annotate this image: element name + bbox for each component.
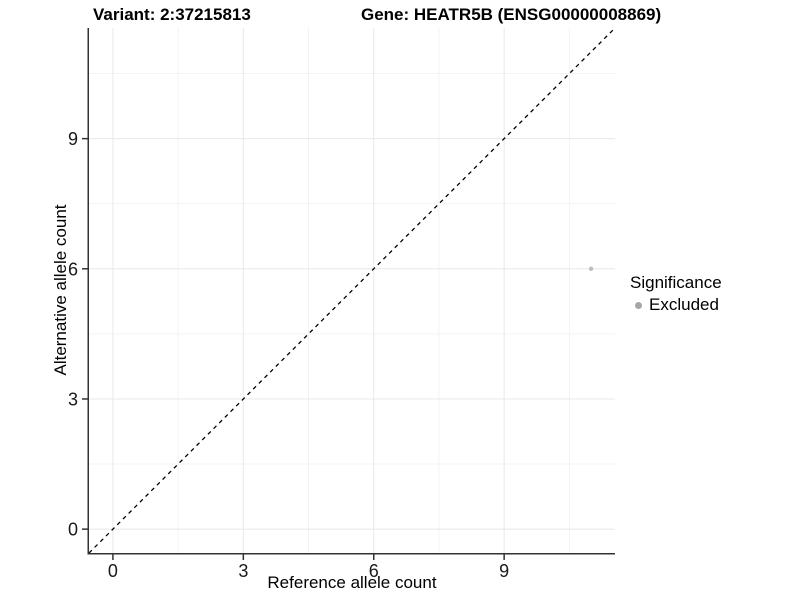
- legend-title: Significance: [630, 273, 722, 292]
- legend-item-excluded: Excluded: [630, 295, 722, 315]
- legend: Significance Excluded: [630, 273, 722, 315]
- x-tick-label: 6: [369, 561, 379, 581]
- legend-item-label: Excluded: [649, 295, 719, 314]
- y-tick-label: 9: [68, 129, 78, 149]
- y-axis-title: Alternative allele count: [51, 204, 70, 376]
- x-tick-label: 0: [108, 561, 118, 581]
- x-tick-label: 3: [238, 561, 248, 581]
- variant-title: Variant: 2:37215813: [93, 5, 251, 24]
- data-point: [588, 266, 594, 272]
- y-tick-label: 6: [68, 259, 78, 279]
- identity-reference-line: [88, 27, 616, 554]
- excluded-point-icon: [635, 301, 642, 309]
- y-tick-label: 3: [68, 389, 78, 409]
- y-tick-label: 0: [68, 520, 78, 540]
- gene-title: Gene: HEATR5B (ENSG00000008869): [361, 5, 662, 24]
- x-axis-title: Reference allele count: [267, 573, 437, 592]
- x-tick-label: 9: [499, 561, 509, 581]
